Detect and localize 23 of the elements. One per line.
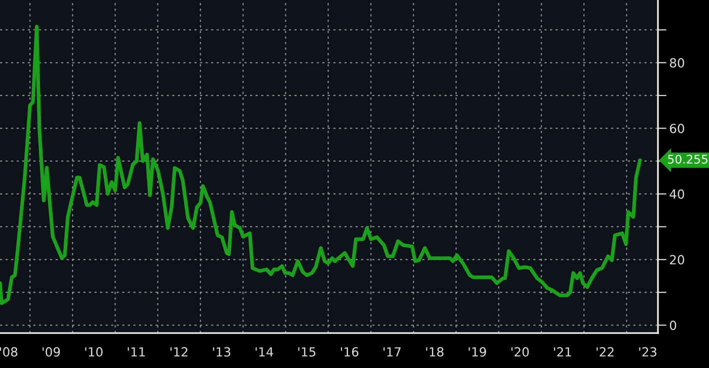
text: 50.255 xyxy=(668,154,708,164)
line-series xyxy=(0,24,642,305)
x-tick-label: '12 xyxy=(170,347,188,356)
x-tick-label: '16 xyxy=(340,347,358,357)
x-tick-label: '19 xyxy=(468,347,486,357)
x-tick-label: '17 xyxy=(384,347,401,356)
x-tick-label: '14 xyxy=(256,347,274,356)
y-tick-label: 0 xyxy=(670,320,676,330)
x-tick-label: '23 xyxy=(639,347,656,357)
x-tick-label: '11 xyxy=(128,347,145,356)
x-tick-label: '18 xyxy=(426,347,444,357)
x-tick-label: '21 xyxy=(554,347,572,356)
y-tick-label: 20 xyxy=(670,255,684,264)
x-tick-label: '13 xyxy=(213,347,230,357)
x-tick-label: '15 xyxy=(298,347,316,357)
y-tick-label: 40 xyxy=(670,189,684,199)
x-tick-label: '09 xyxy=(42,347,60,357)
x-tick-label: '10 xyxy=(85,347,103,357)
y-tick-label: 60 xyxy=(670,124,684,134)
x-tick-label: '08 xyxy=(0,347,18,357)
x-tick-label: '20 xyxy=(511,347,529,357)
x-tick-label: '22 xyxy=(596,347,614,356)
y-tick-label: 80 xyxy=(670,58,684,68)
